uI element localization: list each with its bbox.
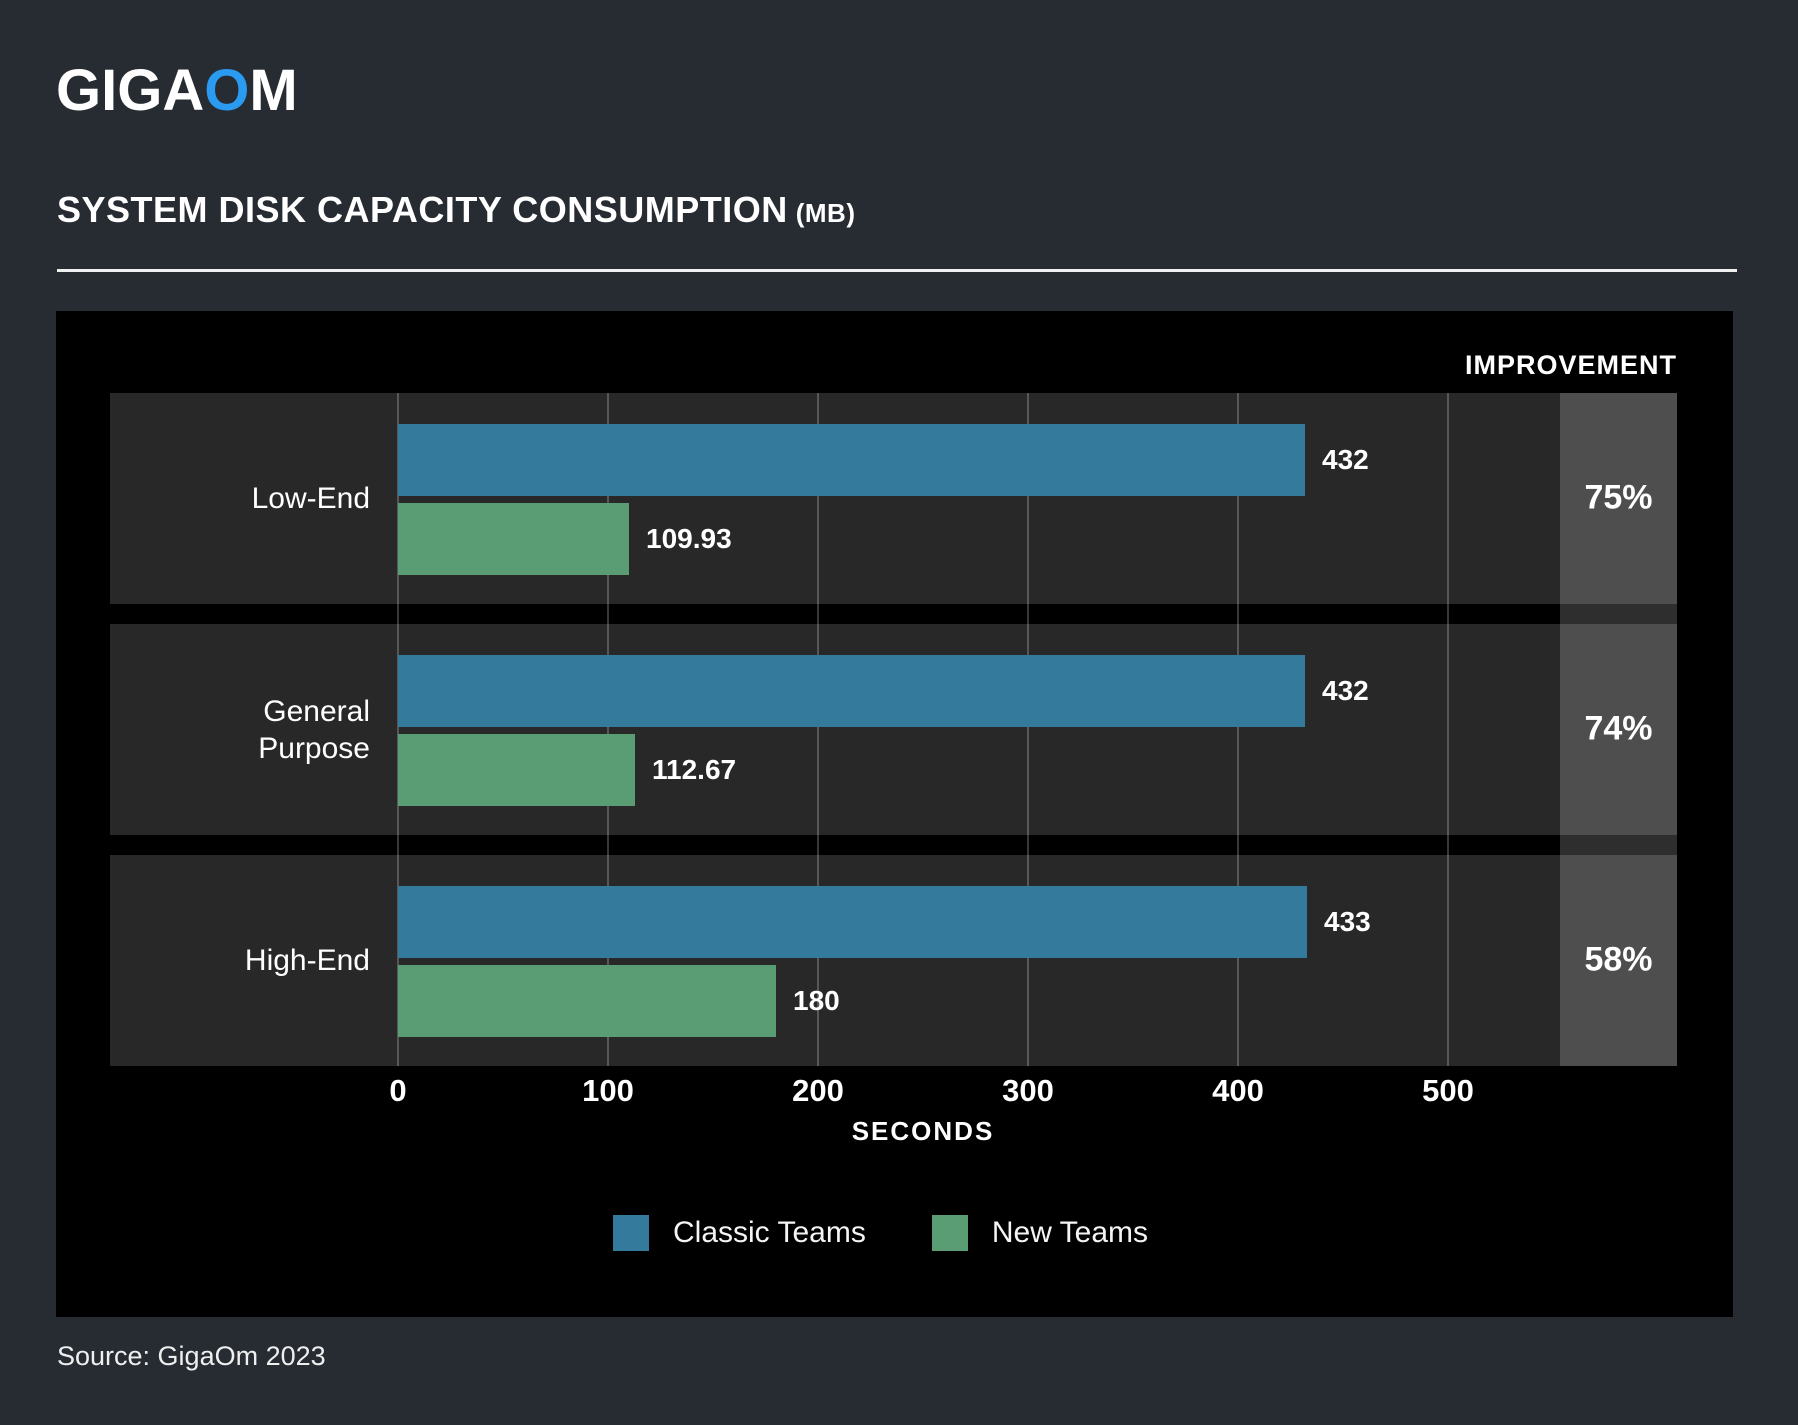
bar-value-label: 109.93	[646, 523, 732, 554]
x-tick-label: 200	[792, 1073, 844, 1108]
new-teams-bar	[398, 965, 776, 1037]
gridline	[817, 393, 819, 1066]
improvement-column-header: IMPROVEMENT	[1464, 350, 1677, 380]
x-tick-label: 0	[389, 1073, 407, 1108]
new-teams-bar	[398, 734, 635, 806]
gridline	[1237, 393, 1239, 1066]
bar-value-label: 432	[1322, 675, 1369, 706]
bar-value-label: 432	[1322, 444, 1369, 475]
logo-text-giga: GIGA	[56, 58, 205, 123]
source-attribution: Source: GigaOm 2023	[57, 1341, 326, 1371]
legend-label-classic-teams: Classic Teams	[673, 1216, 866, 1249]
page-title-unit: (MB)	[795, 198, 856, 228]
legend: Classic Teams New Teams	[613, 1215, 1148, 1251]
classic-teams-bar	[398, 655, 1305, 727]
gigaom-logo: GIGAOM	[56, 62, 298, 120]
gridline	[607, 393, 609, 1066]
legend-item-classic-teams: Classic Teams	[613, 1215, 866, 1251]
logo-text-m: M	[249, 58, 298, 123]
category-label: General Purpose	[258, 694, 370, 765]
improvement-column	[1560, 393, 1677, 1066]
category-label: High-End	[244, 944, 370, 977]
legend-item-new-teams: New Teams	[931, 1215, 1149, 1251]
plot-area: Low-End 432 109.93 General Purpose 432 112.67…	[56, 311, 1733, 1317]
x-tick-label: 100	[582, 1073, 634, 1108]
bar-value-label: 433	[1324, 906, 1371, 937]
improvement-value: 74%	[1584, 709, 1653, 748]
x-axis-title: SECONDS	[851, 1116, 995, 1146]
classic-teams-bar	[398, 424, 1305, 496]
new-teams-bar	[398, 503, 629, 575]
chart-panel: IMPROVEMENT Low-End 432 109.93 General Purp…	[56, 311, 1733, 1317]
title-divider-line	[57, 269, 1737, 272]
page-title: SYSTEM DISK CAPACITY CONSUMPTION (MB)	[57, 190, 856, 233]
category-label: Low-End	[251, 482, 370, 515]
classic-teams-bar	[398, 886, 1307, 958]
x-tick-label: 400	[1212, 1073, 1264, 1108]
improvement-value: 75%	[1584, 478, 1653, 517]
bar-value-label: 112.67	[652, 754, 737, 785]
gridline	[1027, 393, 1029, 1066]
improvement-value: 58%	[1584, 940, 1653, 979]
bar-value-label: 180	[793, 985, 840, 1016]
page-title-text: SYSTEM DISK CAPACITY CONSUMPTION	[57, 189, 788, 230]
gridline	[397, 393, 399, 1066]
gridline	[1447, 393, 1449, 1066]
legend-swatch-classic-teams	[613, 1215, 649, 1251]
x-axis: 0 100 200 300 400 500	[56, 1073, 1733, 1113]
logo-letter-o-icon: O	[204, 58, 250, 123]
x-tick-label: 500	[1422, 1073, 1474, 1108]
x-tick-label: 300	[1002, 1073, 1054, 1108]
legend-label-new-teams: New Teams	[991, 1216, 1149, 1249]
legend-swatch-new-teams	[931, 1215, 968, 1251]
